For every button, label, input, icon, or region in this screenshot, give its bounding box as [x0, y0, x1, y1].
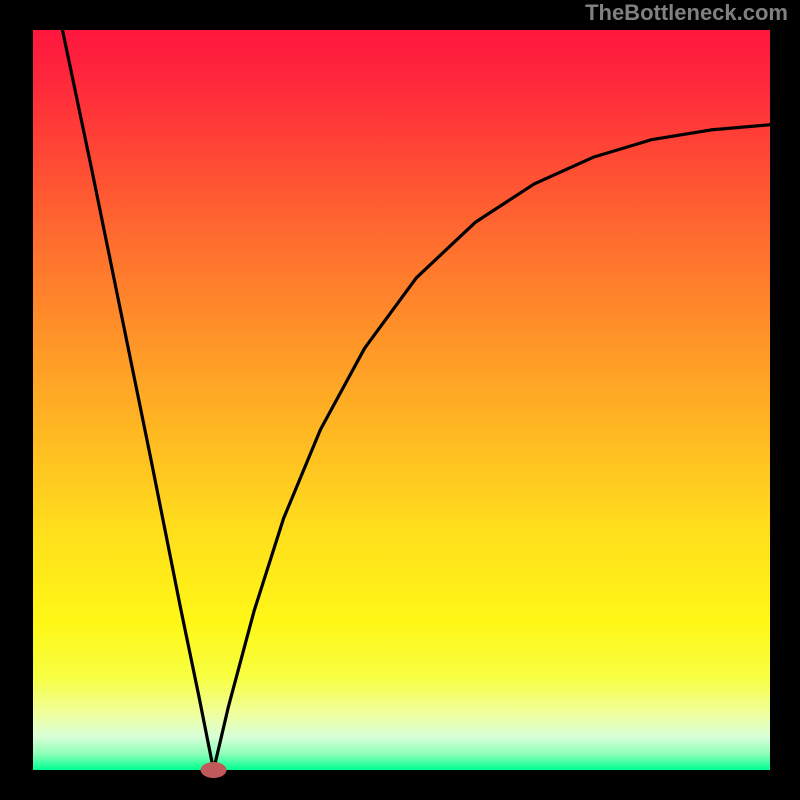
chart-container: TheBottleneck.com	[0, 0, 800, 800]
plot-background	[33, 30, 770, 770]
minimum-marker	[201, 762, 227, 778]
watermark-text: TheBottleneck.com	[585, 0, 788, 26]
bottleneck-chart	[0, 0, 800, 800]
